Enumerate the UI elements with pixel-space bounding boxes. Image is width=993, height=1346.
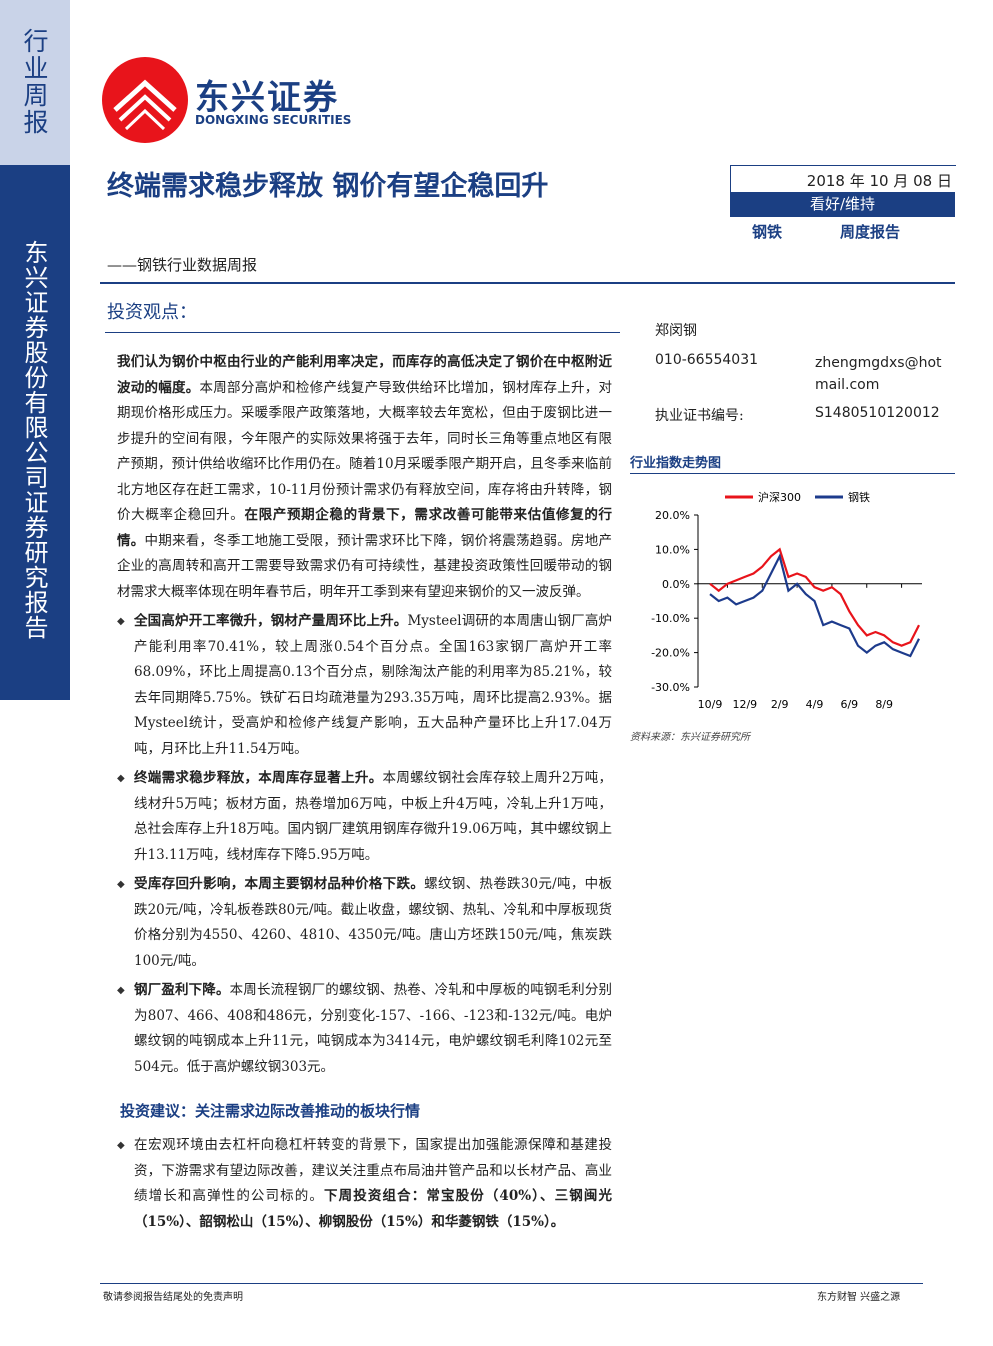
bullet: 受库存回升影响，本周主要钢材品种价格下跌。螺纹钢、热卷跌30元/吨，中板跌20元… — [117, 872, 612, 974]
x-tick-label: 4/9 — [806, 698, 824, 711]
bold-text: 全国高炉开工率微升，钢材产量周环比上升。 — [134, 613, 408, 629]
chart: 20.0% 10.0% 0.0% -10.0% -20.0% -30.0% 10/9 12/9… — [651, 490, 922, 711]
y-tick-label: 0.0% — [662, 578, 690, 591]
rule — [100, 1283, 923, 1284]
rule — [630, 473, 955, 474]
title: 终端需求稳步释放 钢价有望企稳回升 — [107, 171, 549, 202]
sidebar-top: 行业周报 — [0, 0, 70, 165]
bullet: 终端需求稳步释放，本周库存显著上升。本周螺纹钢社会库存较上周升2万吨，线材升5万… — [117, 766, 612, 868]
company: 东兴证券股份有限公司证券研究报告 — [20, 240, 48, 640]
y-tick-label: 20.0% — [655, 509, 690, 522]
bullet: 在宏观环境由去杠杆向稳杠杆转变的背景下，国家提出加强能源保障和基建投资，下游需求… — [117, 1133, 612, 1235]
rating: 看好/维持 — [730, 192, 955, 217]
bold-text: 终端需求稳步释放，本周库存显著上升。 — [134, 770, 383, 786]
bold-text: 下周投资组合：常宝股份（40%）、三钢闽光（15%）、韶钢松山（15%）、柳钢股… — [134, 1188, 612, 1230]
text: 在宏观环境由去杠杆向稳杠杆转变的背景下，国家提出加强能源保障和基建投资，下游需求… — [134, 1137, 612, 1204]
subtitle: ——钢铁行业数据周报 — [107, 256, 258, 274]
x-tick-label: 8/9 — [875, 698, 893, 711]
cert-label: 执业证书编号: — [655, 408, 744, 424]
analyst-phone: 010-66554031 — [655, 352, 759, 368]
report-type: 行业周报 — [20, 28, 49, 136]
x-tick-label: 6/9 — [840, 698, 858, 711]
sector: 钢铁 — [752, 223, 783, 241]
y-tick-label: -20.0% — [651, 647, 690, 660]
bold-text: 我们认为钢价中枢由行业的产能利用率决定，而库存的高低决定了钢价在中枢附近波动的幅… — [117, 354, 612, 396]
date-box: 2018 年 10 月 08 日 — [730, 165, 956, 193]
y-tick-label: -10.0% — [651, 612, 690, 625]
body: 我们认为钢价中枢由行业的产能利用率决定，而库存的高低决定了钢价在中枢附近波动的幅… — [117, 350, 612, 1084]
disclaimer: 敬请参阅报告结尾处的免责声明 — [103, 1292, 243, 1303]
y-tick-label: -30.0% — [651, 681, 690, 694]
bullet: 钢厂盈利下降。本周长流程钢厂的螺纹钢、热卷、冷轧和中厚板的吨钢毛利分别为807、… — [117, 978, 612, 1080]
bold-text: 受库存回升影响，本周主要钢材品种价格下跌。 — [134, 876, 425, 892]
analyst-email: zhengmgdxs@hotmail.com — [815, 355, 942, 393]
x-tick-label: 2/9 — [771, 698, 789, 711]
logo-mark — [102, 57, 188, 143]
bold-text: 在限产预期企稳的背景下，需求改善可能带来估值修复的行情。 — [117, 507, 613, 549]
bullet: 全国高炉开工率微升，钢材产量周环比上升。Mysteel调研的本周唐山钢厂高炉产能… — [117, 609, 612, 762]
rule — [100, 282, 955, 284]
section-heading: 投资观点： — [107, 302, 197, 323]
cert-number: S1480510120012 — [815, 405, 940, 421]
y-tick-label: 10.0% — [655, 543, 690, 556]
x-tick-label: 10/9 — [698, 698, 723, 711]
text: Mysteel调研的本周唐山钢厂高炉产能利用率70.41%，较上周涨0.54个百… — [134, 613, 612, 757]
legend-label: 钢铁 — [848, 491, 870, 504]
sidebar-bottom: 东兴证券股份有限公司证券研究报告 — [0, 165, 70, 700]
logo-name: 东兴证券 — [195, 78, 339, 118]
legend-label: 沪深300 — [758, 490, 801, 504]
text: 中期来看，冬季工地施工受限，预计需求环比下降，钢价将震荡趋弱。房地产企业的高周转… — [117, 532, 613, 600]
bold-text: 钢厂盈利下降。 — [134, 982, 230, 998]
x-tick-label: 12/9 — [732, 698, 757, 711]
text: 本周长流程钢厂的螺纹钢、热卷、冷轧和中厚板的吨钢毛利分别为807、466、408… — [134, 982, 613, 1075]
motto: 东方财智 兴盛之源 — [817, 1292, 901, 1303]
series-line — [709, 547, 920, 647]
logo-english: DONGXING SECURITIES — [195, 113, 352, 127]
section-heading: 投资建议：关注需求边际改善推动的板块行情 — [120, 1102, 421, 1120]
chart-source: 资料来源：东兴证券研究所 — [630, 732, 750, 743]
body: 在宏观环境由去杠杆向稳杠杆转变的背景下，国家提出加强能源保障和基建投资，下游需求… — [117, 1133, 612, 1239]
text: 螺纹钢、热卷跌30元/吨，中板跌20元/吨，冷轧板卷跌80元/吨。截止收盘，螺纹… — [134, 876, 612, 969]
paragraph: 我们认为钢价中枢由行业的产能利用率决定，而库存的高低决定了钢价在中枢附近波动的幅… — [117, 350, 612, 605]
rule — [105, 332, 620, 333]
text: 本周部分高炉和检修产线复产导致供给环比增加，钢材库存上升，对期现价格形成压力。采… — [117, 379, 613, 524]
text: 本周螺纹钢社会库存较上周升2万吨，线材升5万吨；板材方面，热卷增加6万吨，中板上… — [134, 770, 613, 863]
analyst-name: 郑闵钢 — [655, 323, 697, 339]
date: 2018 年 10 月 08 日 — [806, 172, 952, 190]
report-kind: 周度报告 — [840, 223, 901, 241]
series-line — [709, 553, 920, 658]
chart-title: 行业指数走势图 — [630, 456, 722, 471]
